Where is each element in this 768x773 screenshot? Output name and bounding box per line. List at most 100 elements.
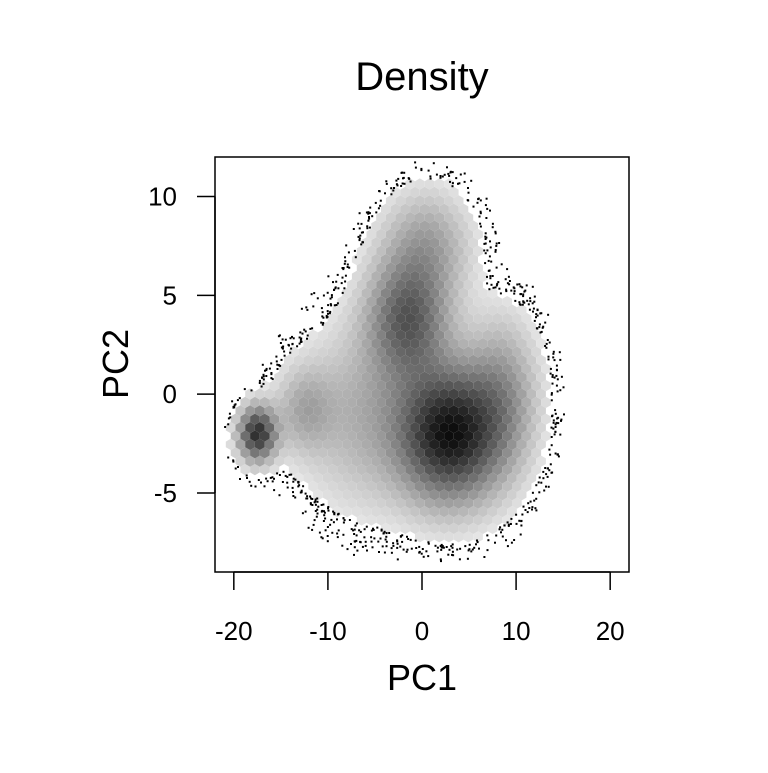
hexbin-cell [468, 287, 478, 299]
hexbin-cell [385, 430, 396, 442]
hexbin-cell [424, 279, 435, 291]
outlier-point [331, 531, 334, 534]
outlier-point [533, 295, 536, 298]
hexbin-cell [327, 346, 338, 358]
outlier-point [291, 335, 293, 338]
hexbin-cell [385, 228, 396, 240]
hexbin-cell [424, 212, 435, 224]
outlier-point [527, 502, 530, 505]
hexbin-cell [419, 371, 430, 383]
outlier-point [435, 173, 438, 176]
hexbin-cell [405, 329, 415, 341]
outlier-point [377, 540, 380, 543]
hexbin-cell [463, 380, 474, 392]
outlier-point [321, 311, 324, 314]
outlier-point [368, 217, 371, 220]
hexbin-cell [492, 346, 503, 358]
hexbin-cell [318, 380, 328, 392]
outlier-point [495, 266, 498, 269]
outlier-point [278, 494, 281, 497]
hexbin-cell [303, 338, 314, 350]
outlier-point [353, 528, 356, 531]
outlier-point [304, 492, 307, 495]
hexbin-cell [439, 287, 449, 299]
hexbin-cell [337, 363, 348, 375]
hexbin-cell [385, 497, 396, 509]
hexbin-cell [516, 354, 527, 366]
hexbin-cell [366, 279, 377, 291]
hexbin-cell [487, 338, 498, 350]
hexbin-cell [405, 228, 415, 240]
hexbin-cell [507, 422, 517, 434]
hexbin-layer [225, 178, 551, 543]
hexbin-cell [473, 396, 483, 408]
outlier-point [536, 327, 539, 330]
hexbin-cell [318, 464, 328, 476]
outlier-point [327, 509, 330, 512]
outlier-point [396, 546, 399, 549]
outlier-point [506, 268, 509, 271]
hexbin-cell [419, 237, 430, 249]
outlier-point [432, 162, 435, 165]
outlier-point [238, 397, 241, 400]
hexbin-cell [419, 489, 430, 501]
hexbin-cell [381, 338, 391, 350]
outlier-point [420, 169, 423, 172]
outlier-point [321, 537, 324, 540]
outlier-point [406, 548, 409, 551]
hexbin-cell [415, 329, 425, 341]
hexbin-cell [516, 422, 527, 434]
hexbin-cell [448, 220, 459, 232]
outlier-point [359, 234, 362, 237]
outlier-point [269, 476, 272, 479]
outlier-point [550, 444, 553, 447]
hexbin-cell [463, 447, 474, 459]
hexbin-cell [444, 464, 454, 476]
hexbin-cell [526, 422, 537, 434]
hexbin-cell [366, 312, 377, 324]
hexbin-cell [468, 270, 478, 282]
outlier-point [353, 546, 356, 549]
outlier-point [262, 382, 265, 385]
outlier-point [250, 484, 253, 487]
hexbin-cell [385, 262, 396, 274]
hexbin-cell [385, 346, 396, 358]
hexbin-cell [366, 447, 377, 459]
hexbin-cell [415, 346, 425, 358]
hexbin-cell [395, 413, 406, 425]
hexbin-cell [395, 212, 406, 224]
outlier-point [448, 548, 451, 551]
hexbin-cell [541, 396, 551, 408]
hexbin-cell [419, 472, 430, 484]
hexbin-cell [531, 380, 542, 392]
hexbin-cell [507, 405, 517, 417]
outlier-point [363, 528, 366, 531]
hexbin-cell [448, 186, 459, 198]
hexbin-cell [313, 338, 323, 350]
hexbin-cell [376, 380, 386, 392]
hexbin-cell [439, 186, 449, 198]
hexbin-cell [482, 447, 493, 459]
outlier-point [545, 346, 548, 349]
hexbin-cell [351, 338, 362, 350]
outlier-point [486, 207, 489, 210]
hexbin-cell [405, 279, 415, 291]
hexbin-cell [502, 464, 512, 476]
outlier-point [400, 171, 403, 174]
hexbin-cell [400, 388, 411, 400]
outlier-point [307, 526, 310, 529]
outlier-point [399, 535, 402, 538]
outlier-point [558, 351, 561, 354]
hexbin-cell [405, 413, 415, 425]
hexbin-cell [516, 472, 527, 484]
hexbin-cell [318, 447, 328, 459]
hexbin-cell [521, 447, 532, 459]
outlier-point [477, 197, 480, 200]
hexbin-cell [415, 312, 425, 324]
outlier-point [559, 358, 562, 361]
hexbin-cell [356, 413, 367, 425]
outlier-point [265, 367, 268, 370]
hexbin-cell [429, 489, 440, 501]
hexbin-cell [516, 405, 527, 417]
hexbin-cell [439, 506, 449, 518]
